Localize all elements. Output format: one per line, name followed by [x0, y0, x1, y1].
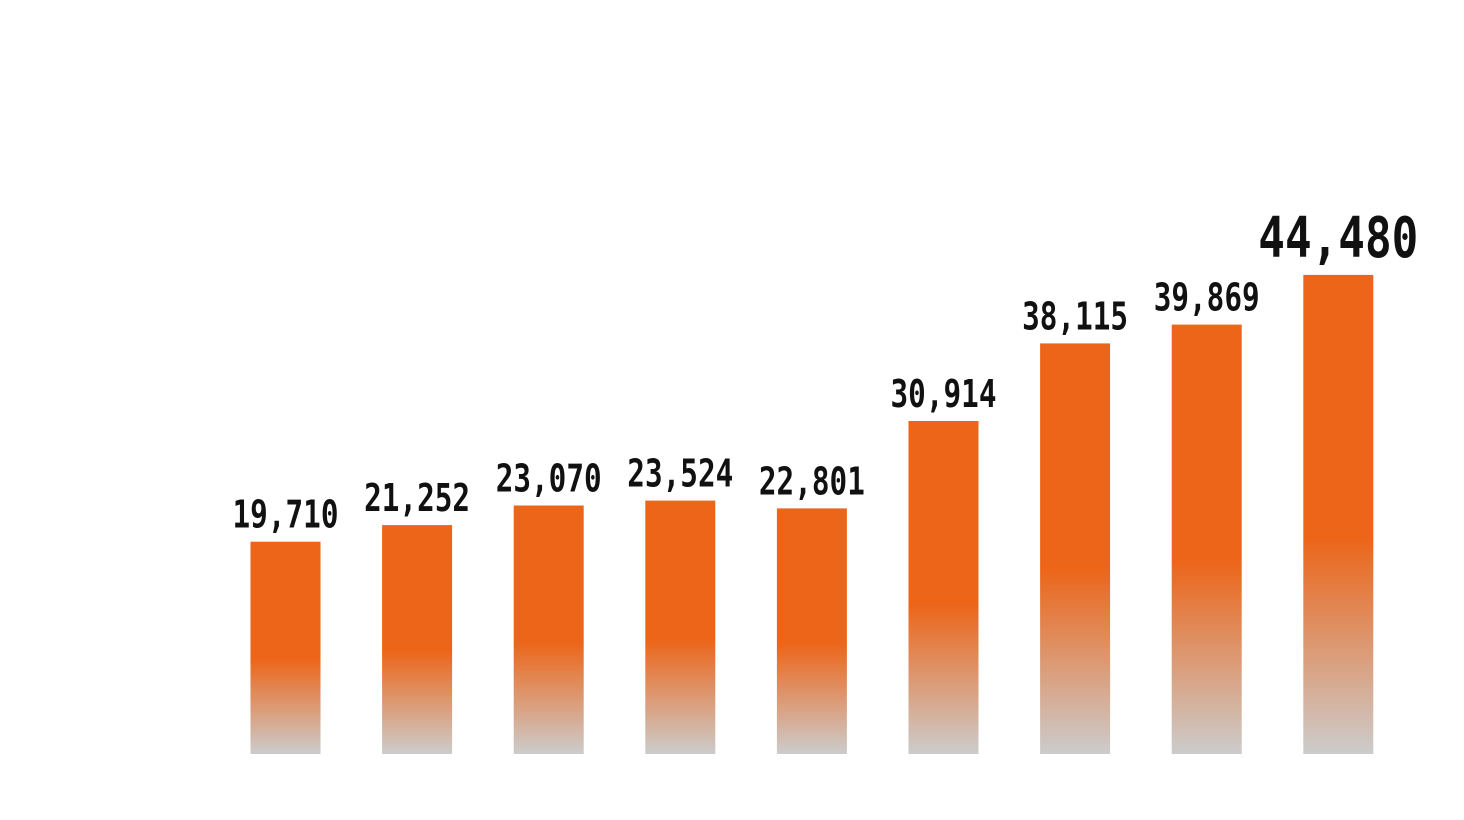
- bar-9: [1303, 274, 1374, 754]
- bar-value-label-1: 19,710: [233, 493, 339, 537]
- bar-value-label-5: 22,801: [759, 459, 865, 503]
- bar-6: [908, 421, 979, 754]
- bars-group: [250, 274, 1374, 754]
- bar-3: [513, 505, 584, 754]
- bar-value-label-8: 39,869: [1154, 276, 1260, 320]
- bar-2: [382, 525, 453, 754]
- bar-5: [776, 508, 847, 754]
- value-labels-group: 19,710 21,252 23,070 23,524 22,801 30,914 38,1…: [233, 206, 1419, 537]
- bar-7: [1040, 343, 1111, 754]
- bar-value-label-3: 23,070: [496, 457, 602, 501]
- bar-value-label-4: 23,524: [627, 452, 733, 496]
- bar-value-label-9: 44,480: [1258, 206, 1418, 271]
- bar-value-label-2: 21,252: [364, 476, 470, 520]
- bar-4: [645, 500, 716, 754]
- bar-value-label-7: 38,115: [1022, 294, 1128, 338]
- bar-value-label-6: 30,914: [891, 372, 997, 416]
- bar-8: [1171, 324, 1242, 754]
- bar-1: [250, 541, 321, 754]
